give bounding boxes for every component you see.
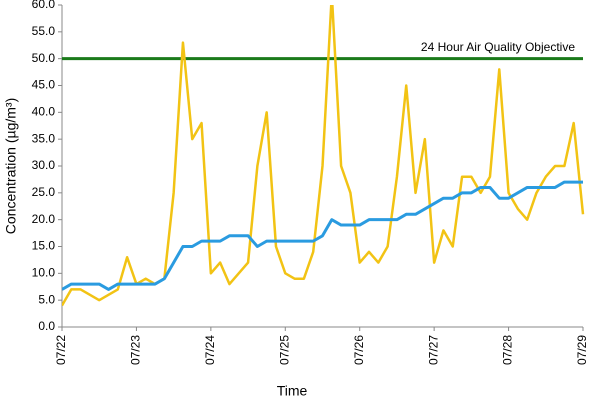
y-tick-label: 20.0 xyxy=(32,212,56,226)
series-line xyxy=(62,180,583,291)
x-tick-label: 07/29 xyxy=(575,335,589,365)
y-tick-label: 35.0 xyxy=(32,131,56,145)
x-tick-label: 07/24 xyxy=(203,335,217,365)
y-tick-label: 50.0 xyxy=(32,51,56,65)
x-tick-label: 07/22 xyxy=(54,335,68,365)
y-tick-label: 25.0 xyxy=(32,185,56,199)
x-tick-label: 07/27 xyxy=(426,335,440,365)
y-tick-label: 30.0 xyxy=(32,158,56,172)
y-tick-label: 40.0 xyxy=(32,105,56,119)
y-tick-label: 0.0 xyxy=(38,319,55,333)
x-axis-label: Time xyxy=(277,383,308,399)
x-tick-label: 07/26 xyxy=(352,335,366,365)
objective-label: 24 Hour Air Quality Objective xyxy=(421,40,575,54)
y-tick-label: 60.0 xyxy=(32,0,56,11)
y-tick-label: 5.0 xyxy=(38,292,55,306)
y-tick-label: 55.0 xyxy=(32,24,56,38)
x-tick-label: 07/28 xyxy=(501,335,515,365)
x-tick-label: 07/23 xyxy=(129,335,143,365)
series-line xyxy=(62,5,585,307)
y-tick-label: 10.0 xyxy=(32,266,56,280)
y-axis-label: Concentration (µg/m³) xyxy=(3,98,19,234)
y-tick-label: 15.0 xyxy=(32,239,56,253)
x-tick-label: 07/25 xyxy=(277,335,291,365)
y-tick-label: 45.0 xyxy=(32,78,56,92)
